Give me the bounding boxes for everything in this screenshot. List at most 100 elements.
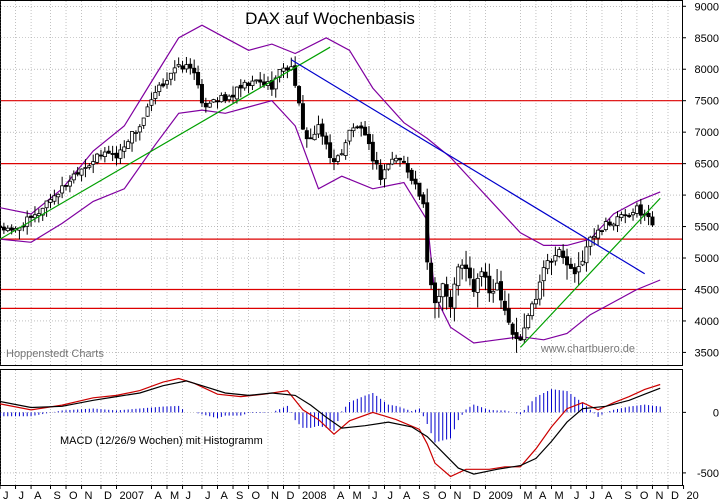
x-tick-label: A [220, 490, 228, 502]
candle-body [141, 117, 146, 126]
candle-body [273, 77, 278, 90]
price-panel-frame [0, 0, 683, 366]
candle-body [25, 216, 30, 227]
candle-body [258, 79, 263, 83]
candle [475, 273, 480, 308]
candle [627, 213, 632, 218]
x-tick-label: O [640, 490, 649, 502]
candle [145, 103, 150, 117]
candle [456, 263, 461, 296]
bollinger-upper-line [0, 24, 661, 246]
candle-body [448, 296, 453, 308]
candle [281, 63, 286, 79]
candle-body [87, 165, 92, 168]
candle [568, 257, 573, 270]
candle [405, 156, 410, 179]
x-tick-label: 2008 [302, 490, 326, 502]
candle-body [137, 126, 142, 133]
x-axis: J J A S O N D 2007 A M J J A S O N D 2008 A M J J A S O N D 2009 M A M… [0, 485, 699, 502]
candle [452, 277, 457, 322]
candle [417, 182, 422, 200]
price-panel: 3500 4000 4500 5000 5500 6000 6500 7000 7500 8000… [0, 0, 719, 366]
candle [161, 78, 166, 88]
x-tick-label: M [353, 490, 362, 502]
candle [394, 154, 399, 164]
y-tick-label: 3500 [695, 347, 719, 359]
candle [215, 97, 220, 109]
bollinger-lower-line [0, 100, 661, 344]
candle [599, 230, 604, 236]
candle-body [44, 200, 49, 209]
candle [60, 176, 65, 199]
candle [223, 91, 228, 104]
candle [335, 154, 340, 165]
candle-body [40, 207, 45, 216]
candle [631, 208, 636, 221]
candle-body [526, 315, 531, 329]
candle [436, 288, 441, 318]
candle-body [506, 308, 511, 323]
candle-body [277, 69, 282, 78]
x-tick-label: M [523, 490, 532, 502]
candle-body [533, 298, 538, 305]
candle-body [541, 267, 546, 282]
candle [91, 154, 96, 174]
candle [530, 301, 535, 320]
candle-body [467, 267, 472, 279]
candle [238, 79, 243, 98]
candle-body [71, 173, 76, 181]
candle-body [363, 126, 368, 136]
candle-body [9, 227, 14, 231]
candle [254, 79, 259, 84]
candle [545, 253, 550, 275]
candle [343, 139, 348, 160]
candle-body [114, 152, 119, 159]
candle-body [316, 124, 321, 135]
candle-body [390, 158, 395, 165]
y-tick-label: 5000 [695, 253, 719, 265]
candle [246, 81, 251, 94]
candle-body [0, 225, 3, 228]
candle [172, 60, 177, 81]
candle-body [339, 153, 344, 156]
x-tick-label: A [539, 490, 547, 502]
candle [448, 290, 453, 318]
candle [347, 129, 352, 145]
candle [192, 59, 197, 80]
x-tick-label: A [337, 490, 345, 502]
candle [0, 220, 3, 236]
candle-body [483, 271, 488, 278]
x-tick-label: O [252, 490, 261, 502]
x-tick-label: N [271, 490, 279, 502]
candle-body [615, 216, 620, 226]
candle [102, 147, 107, 163]
candle-body [312, 133, 317, 141]
macd-panel: -500 0 MACD (12/26/9 Wochen) mit Histogram… [0, 369, 719, 486]
candle [522, 313, 527, 344]
candle-body [596, 229, 601, 239]
y-tick-label: 6500 [695, 159, 719, 171]
trend-line [519, 197, 661, 348]
x-tick-label: O [438, 490, 447, 502]
candle [141, 117, 146, 129]
candle [114, 146, 119, 166]
candle-body [192, 67, 197, 74]
candle [339, 149, 344, 156]
x-tick-label: D [287, 490, 295, 502]
candle [324, 132, 329, 150]
candle [580, 250, 585, 267]
candle [312, 125, 317, 141]
candle-body [623, 214, 628, 217]
candle [634, 202, 639, 218]
candle [5, 225, 10, 233]
x-tick-label: A [34, 490, 42, 502]
candle-body [64, 185, 69, 187]
x-tick-label: S [53, 490, 60, 502]
candle-body [126, 141, 131, 149]
candle-body [530, 303, 535, 317]
x-tick-label: D [671, 490, 679, 502]
candle-body [429, 262, 434, 286]
candle-body [67, 180, 72, 187]
candle [386, 163, 391, 171]
